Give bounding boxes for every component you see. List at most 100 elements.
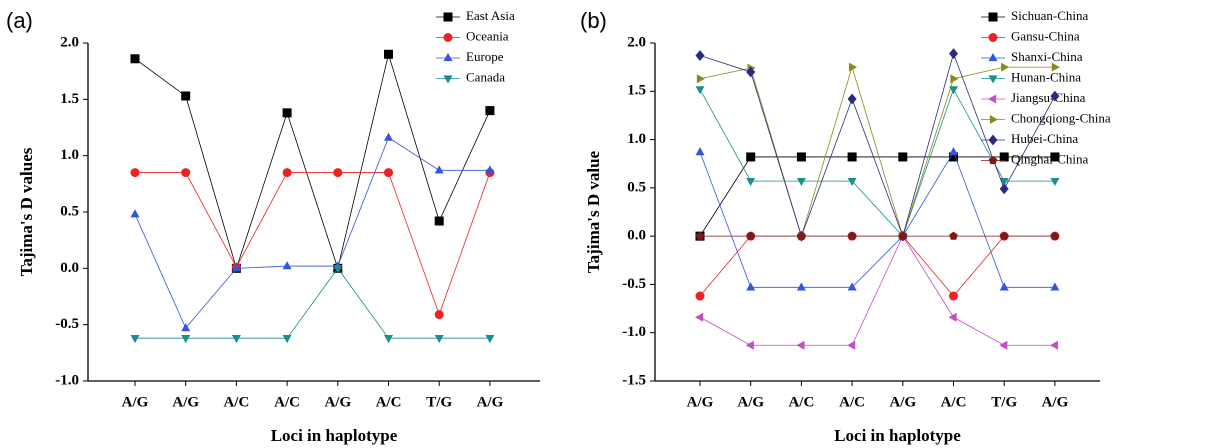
legend-marker (443, 33, 453, 42)
marker (848, 62, 858, 72)
legend-label: Canada (466, 69, 505, 84)
marker (796, 177, 806, 187)
marker (282, 168, 292, 178)
marker (796, 340, 805, 350)
legend-marker (988, 33, 998, 42)
x-tick-label: A/G (324, 394, 351, 410)
marker (384, 132, 393, 141)
marker (847, 340, 856, 350)
legend-marker (988, 53, 998, 62)
legend-marker (988, 12, 998, 22)
marker (949, 291, 958, 301)
marker (999, 282, 1009, 291)
marker (796, 282, 806, 291)
marker (384, 335, 393, 344)
y-tick-label: 1.0 (60, 147, 79, 163)
series-line (135, 267, 490, 339)
marker (847, 177, 857, 187)
marker (384, 49, 393, 59)
marker (695, 50, 705, 61)
legend-label: Hubei-China (1011, 131, 1078, 146)
marker (949, 147, 958, 156)
series-line (134, 137, 490, 329)
marker (434, 310, 444, 320)
marker (847, 93, 857, 105)
marker (485, 106, 495, 116)
legend-label: Shanxi-China (1011, 49, 1083, 64)
legend-marker (989, 115, 998, 124)
y-tick-label: -1.5 (622, 372, 646, 388)
legend-label: Chongqiong-China (1011, 110, 1111, 125)
x-tick-label: A/C (839, 394, 865, 410)
x-tick-label: A/G (172, 394, 199, 410)
marker (1050, 177, 1060, 187)
legend-marker (988, 134, 998, 146)
legend-label: Hunan-China (1011, 69, 1081, 84)
marker (1050, 231, 1060, 240)
marker (999, 177, 1009, 187)
marker (130, 168, 140, 178)
x-tick-label: A/C (274, 394, 300, 410)
marker (746, 66, 756, 78)
y-tick-label: 1.5 (60, 91, 79, 107)
series-line (699, 52, 1056, 238)
legend-label: Oceania (466, 28, 509, 43)
marker (949, 231, 958, 240)
legend-label: Sichuan-China (1011, 8, 1088, 23)
y-tick-label: 1.0 (627, 131, 646, 147)
marker (231, 335, 241, 344)
marker (434, 216, 444, 226)
legend-marker (443, 12, 453, 22)
marker (999, 340, 1008, 350)
marker (181, 323, 191, 332)
marker (181, 91, 191, 101)
x-tick-label: A/G (1042, 394, 1069, 410)
marker (1050, 282, 1060, 291)
marker (282, 108, 292, 118)
legend-marker (988, 75, 998, 84)
legend-marker (988, 94, 997, 104)
y-tick-label: 0.0 (60, 260, 79, 276)
x-tick-label: A/C (788, 394, 814, 410)
x-tick-label: A/G (687, 394, 714, 410)
marker (948, 312, 957, 322)
x-tick-label: A/G (889, 394, 916, 410)
panel-label: (a) (6, 8, 33, 33)
y-tick-label: 0.5 (60, 203, 79, 219)
legend-label: East Asia (466, 8, 515, 23)
marker (485, 335, 495, 344)
series-line (699, 65, 1055, 238)
marker (1049, 340, 1059, 350)
marker (847, 231, 857, 240)
x-tick-label: A/G (477, 394, 504, 410)
marker (333, 265, 343, 274)
marker (696, 74, 705, 84)
marker (130, 209, 140, 218)
marker (695, 291, 705, 301)
y-tick-label: -0.5 (622, 276, 646, 292)
marker (999, 152, 1009, 162)
panel-label: (b) (580, 8, 607, 33)
marker (333, 168, 343, 178)
legend-marker (988, 156, 998, 165)
y-tick-label: 2.0 (60, 34, 79, 50)
y-tick-label: -0.5 (55, 316, 79, 332)
y-tick-label: 0.0 (627, 228, 646, 244)
marker (847, 282, 857, 291)
y-tick-label: -1.0 (55, 372, 79, 388)
series-line (699, 151, 1055, 288)
series-line (699, 88, 1055, 237)
x-axis-label: Loci in haplotype (271, 426, 398, 445)
x-tick-label: A/C (223, 394, 249, 410)
series-line (134, 52, 491, 270)
y-axis-label: Tajima's D values (17, 147, 36, 276)
x-axis-label: Loci in haplotype (834, 426, 961, 445)
legend-label: Europe (466, 49, 504, 64)
marker (282, 261, 292, 270)
marker (130, 335, 140, 344)
marker (181, 168, 191, 178)
marker (745, 340, 754, 350)
legend-marker (443, 75, 453, 84)
marker (695, 147, 705, 156)
x-tick-label: A/C (376, 394, 402, 410)
